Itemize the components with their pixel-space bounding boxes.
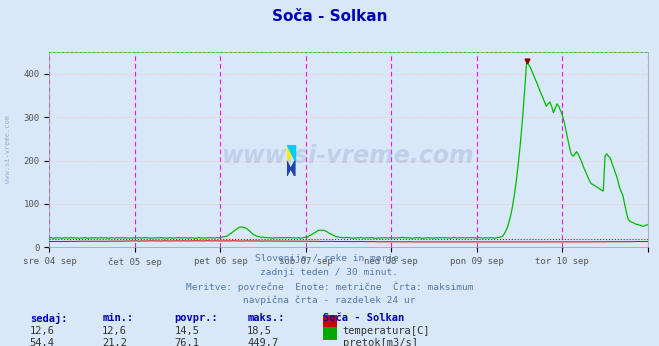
Text: zadnji teden / 30 minut.: zadnji teden / 30 minut. xyxy=(260,268,399,277)
Text: 76,1: 76,1 xyxy=(175,338,200,346)
Polygon shape xyxy=(287,145,295,161)
Text: 18,5: 18,5 xyxy=(247,326,272,336)
Text: temperatura[C]: temperatura[C] xyxy=(343,326,430,336)
Text: navpična črta - razdelek 24 ur: navpična črta - razdelek 24 ur xyxy=(243,296,416,305)
Text: www.si-vreme.com: www.si-vreme.com xyxy=(222,144,475,167)
Text: pretok[m3/s]: pretok[m3/s] xyxy=(343,338,418,346)
Text: povpr.:: povpr.: xyxy=(175,313,218,323)
Text: 14,5: 14,5 xyxy=(175,326,200,336)
Text: Meritve: povrečne  Enote: metrične  Črta: maksimum: Meritve: povrečne Enote: metrične Črta: … xyxy=(186,282,473,292)
Text: 21,2: 21,2 xyxy=(102,338,127,346)
Polygon shape xyxy=(287,145,295,161)
Text: min.:: min.: xyxy=(102,313,133,323)
Text: maks.:: maks.: xyxy=(247,313,285,323)
Text: Slovenija / reke in morje.: Slovenija / reke in morje. xyxy=(255,254,404,263)
Text: Soča - Solkan: Soča - Solkan xyxy=(323,313,404,323)
Text: sedaj:: sedaj: xyxy=(30,313,67,324)
Text: 12,6: 12,6 xyxy=(30,326,55,336)
Text: www.si-vreme.com: www.si-vreme.com xyxy=(5,115,11,183)
Text: 54,4: 54,4 xyxy=(30,338,55,346)
Polygon shape xyxy=(287,161,295,176)
Text: Soča - Solkan: Soča - Solkan xyxy=(272,9,387,24)
Text: 449,7: 449,7 xyxy=(247,338,278,346)
Text: 12,6: 12,6 xyxy=(102,326,127,336)
